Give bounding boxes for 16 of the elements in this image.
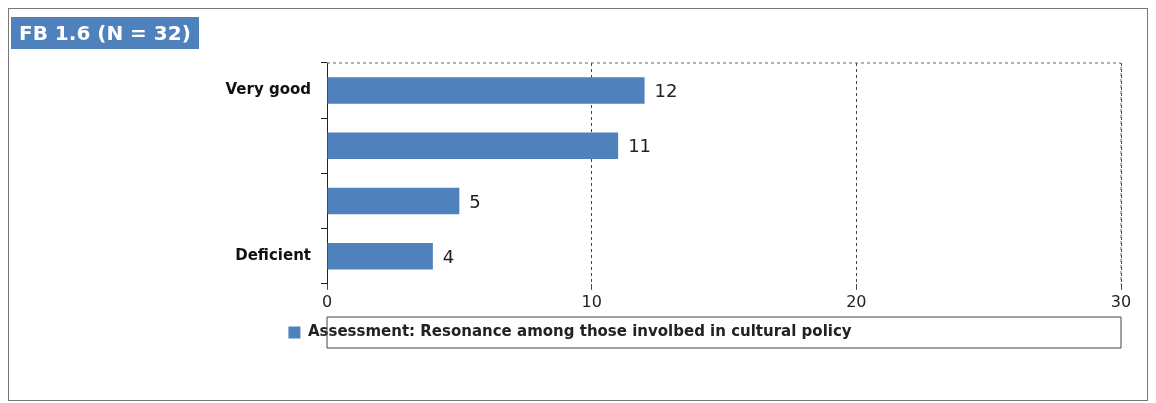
y-tick-label: Deficient <box>235 246 311 265</box>
x-tick-label: 20 <box>846 291 867 311</box>
text: FB 1.6 (N = 32) <box>11 17 199 49</box>
y-tick-label: Very good <box>225 80 311 99</box>
data-label: 4 <box>442 245 455 267</box>
x-tick-label: 0 <box>321 291 333 311</box>
x-tick-label: 30 <box>1110 291 1132 311</box>
data-label: 11 <box>628 135 652 157</box>
data-label: 12 <box>654 80 678 102</box>
data-label: 5 <box>469 190 481 212</box>
bar <box>327 132 619 160</box>
bar <box>327 242 433 270</box>
bar <box>327 77 645 104</box>
x-tick-label: 10 <box>581 291 602 311</box>
legend-label: Assessment: Resonance among those involbed in cultural policy <box>307 322 852 341</box>
bar <box>327 187 460 215</box>
